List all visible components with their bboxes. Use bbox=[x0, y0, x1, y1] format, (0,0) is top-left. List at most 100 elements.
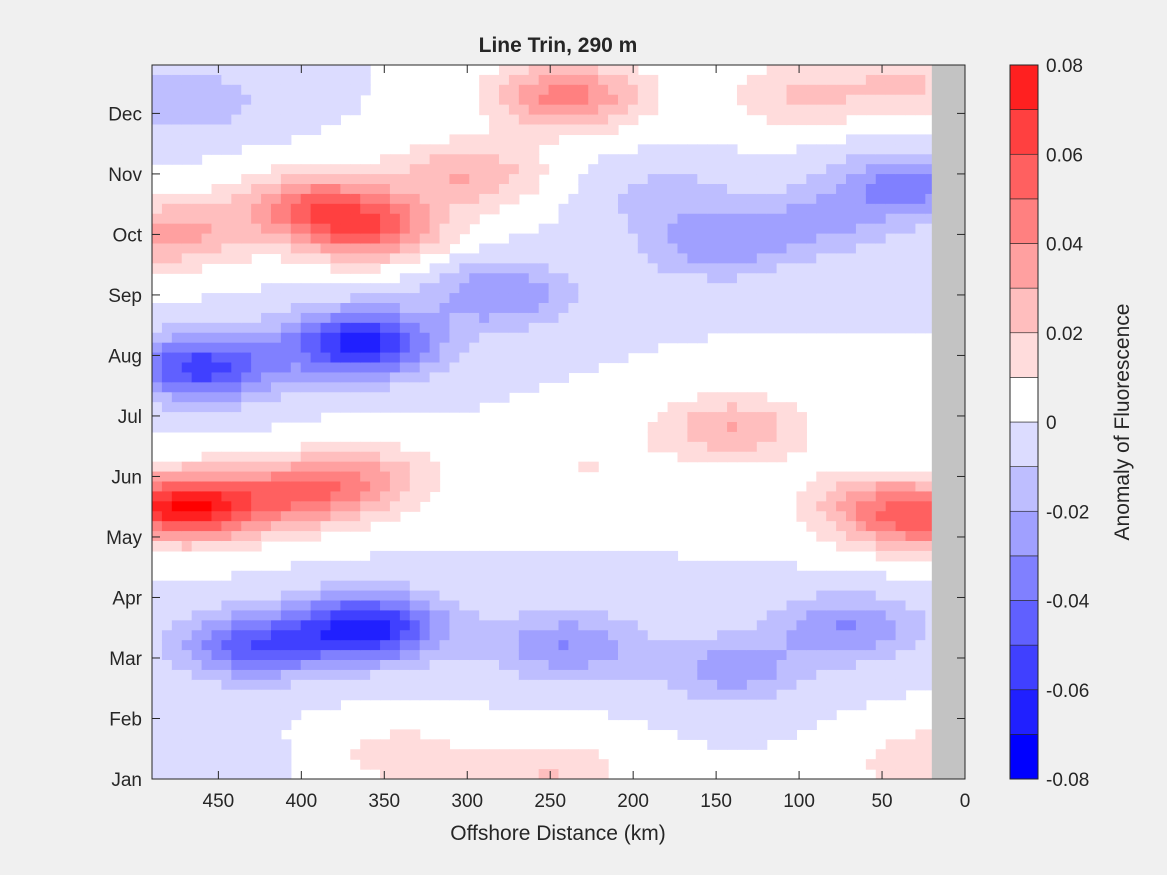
contour-cell bbox=[667, 719, 679, 731]
contour-cell bbox=[875, 263, 887, 274]
contour-cell bbox=[489, 689, 500, 701]
contour-cell bbox=[370, 620, 381, 631]
contour-cell bbox=[697, 213, 708, 225]
contour-cell bbox=[330, 461, 341, 473]
contour-cell bbox=[588, 759, 599, 770]
contour-cell bbox=[647, 709, 659, 721]
contour-cell bbox=[270, 174, 282, 185]
contour-cell bbox=[459, 689, 470, 701]
contour-cell bbox=[826, 84, 837, 96]
contour-cell bbox=[310, 640, 322, 651]
contour-cell bbox=[479, 362, 490, 374]
contour-cell bbox=[855, 223, 867, 235]
contour-cell bbox=[152, 144, 163, 155]
contour-cell bbox=[568, 193, 579, 205]
contour-cell bbox=[290, 362, 302, 374]
contour-cell bbox=[826, 303, 837, 314]
contour-cell bbox=[320, 620, 332, 631]
contour-cell bbox=[647, 620, 659, 631]
contour-cell bbox=[389, 293, 401, 304]
contour-cell bbox=[786, 174, 798, 185]
contour-cell bbox=[360, 342, 371, 354]
contour-cell bbox=[270, 74, 282, 86]
contour-cell bbox=[231, 104, 242, 116]
contour-cell bbox=[518, 134, 530, 145]
contour-cell bbox=[885, 541, 897, 552]
colorbar-swatches bbox=[1009, 64, 1039, 780]
contour-cell bbox=[608, 293, 619, 304]
contour-cell bbox=[300, 303, 312, 314]
contour-cell bbox=[796, 273, 807, 284]
contour-cell bbox=[171, 372, 183, 383]
contour-cell bbox=[855, 640, 867, 651]
contour-cell bbox=[221, 312, 232, 324]
contour-cell bbox=[915, 580, 926, 592]
contour-cell bbox=[499, 164, 510, 175]
contour-cell bbox=[479, 382, 490, 393]
contour-cell bbox=[627, 312, 639, 324]
contour-cell bbox=[717, 193, 728, 205]
contour-cell bbox=[786, 184, 798, 195]
contour-cell bbox=[548, 590, 560, 602]
contour-cell bbox=[429, 759, 441, 770]
contour-cell bbox=[508, 620, 520, 631]
contour-cell bbox=[746, 451, 758, 463]
contour-cell bbox=[727, 392, 738, 403]
contour-cell bbox=[796, 412, 807, 423]
contour-cell bbox=[290, 382, 302, 393]
contour-cell bbox=[290, 699, 302, 711]
contour-cell bbox=[756, 303, 768, 314]
contour-cell bbox=[786, 203, 798, 215]
contour-cell bbox=[310, 481, 322, 493]
contour-cell bbox=[588, 689, 599, 701]
contour-cell bbox=[290, 630, 302, 641]
contour-cell bbox=[469, 550, 480, 562]
contour-cell bbox=[320, 521, 332, 532]
contour-cell bbox=[568, 600, 579, 612]
contour-cell bbox=[855, 134, 867, 145]
contour-cell bbox=[687, 630, 698, 641]
contour-cell bbox=[568, 303, 579, 314]
contour-cell bbox=[865, 283, 877, 294]
contour-cell bbox=[152, 332, 163, 344]
contour-cell bbox=[617, 689, 629, 701]
contour-cell bbox=[746, 263, 758, 274]
contour-cell bbox=[826, 283, 837, 294]
contour-cell bbox=[310, 74, 322, 86]
contour-cell bbox=[568, 94, 579, 106]
contour-cell bbox=[221, 451, 232, 463]
contour-cell bbox=[221, 412, 232, 423]
contour-cell bbox=[300, 283, 312, 294]
contour-cell bbox=[261, 600, 272, 612]
contour-cell bbox=[508, 560, 520, 572]
contour-cell bbox=[756, 640, 768, 651]
contour-cell bbox=[707, 213, 718, 225]
contour-cell bbox=[598, 164, 609, 175]
contour-cell bbox=[806, 74, 817, 86]
contour-cell bbox=[221, 471, 232, 483]
contour-cell bbox=[330, 570, 341, 582]
contour-cell bbox=[261, 570, 272, 582]
contour-cell bbox=[241, 630, 252, 641]
contour-cell bbox=[300, 640, 312, 651]
contour-cell bbox=[647, 243, 659, 255]
contour-cell bbox=[855, 610, 867, 621]
contour-cell bbox=[657, 669, 669, 681]
contour-cell bbox=[171, 769, 183, 779]
contour-cell bbox=[419, 144, 431, 155]
contour-cell bbox=[191, 213, 203, 225]
contour-cell bbox=[221, 322, 232, 334]
contour-cell bbox=[399, 570, 411, 582]
contour-cell bbox=[171, 422, 183, 433]
contour-cell bbox=[280, 104, 292, 116]
contour-cell bbox=[697, 600, 708, 612]
contour-cell bbox=[270, 521, 282, 532]
contour-cell bbox=[885, 184, 897, 195]
contour-cell bbox=[499, 94, 510, 106]
contour-cell bbox=[508, 233, 520, 245]
contour-cell bbox=[469, 352, 480, 364]
contour-cell bbox=[350, 94, 361, 106]
contour-cell bbox=[786, 312, 798, 324]
contour-cell bbox=[221, 541, 232, 552]
